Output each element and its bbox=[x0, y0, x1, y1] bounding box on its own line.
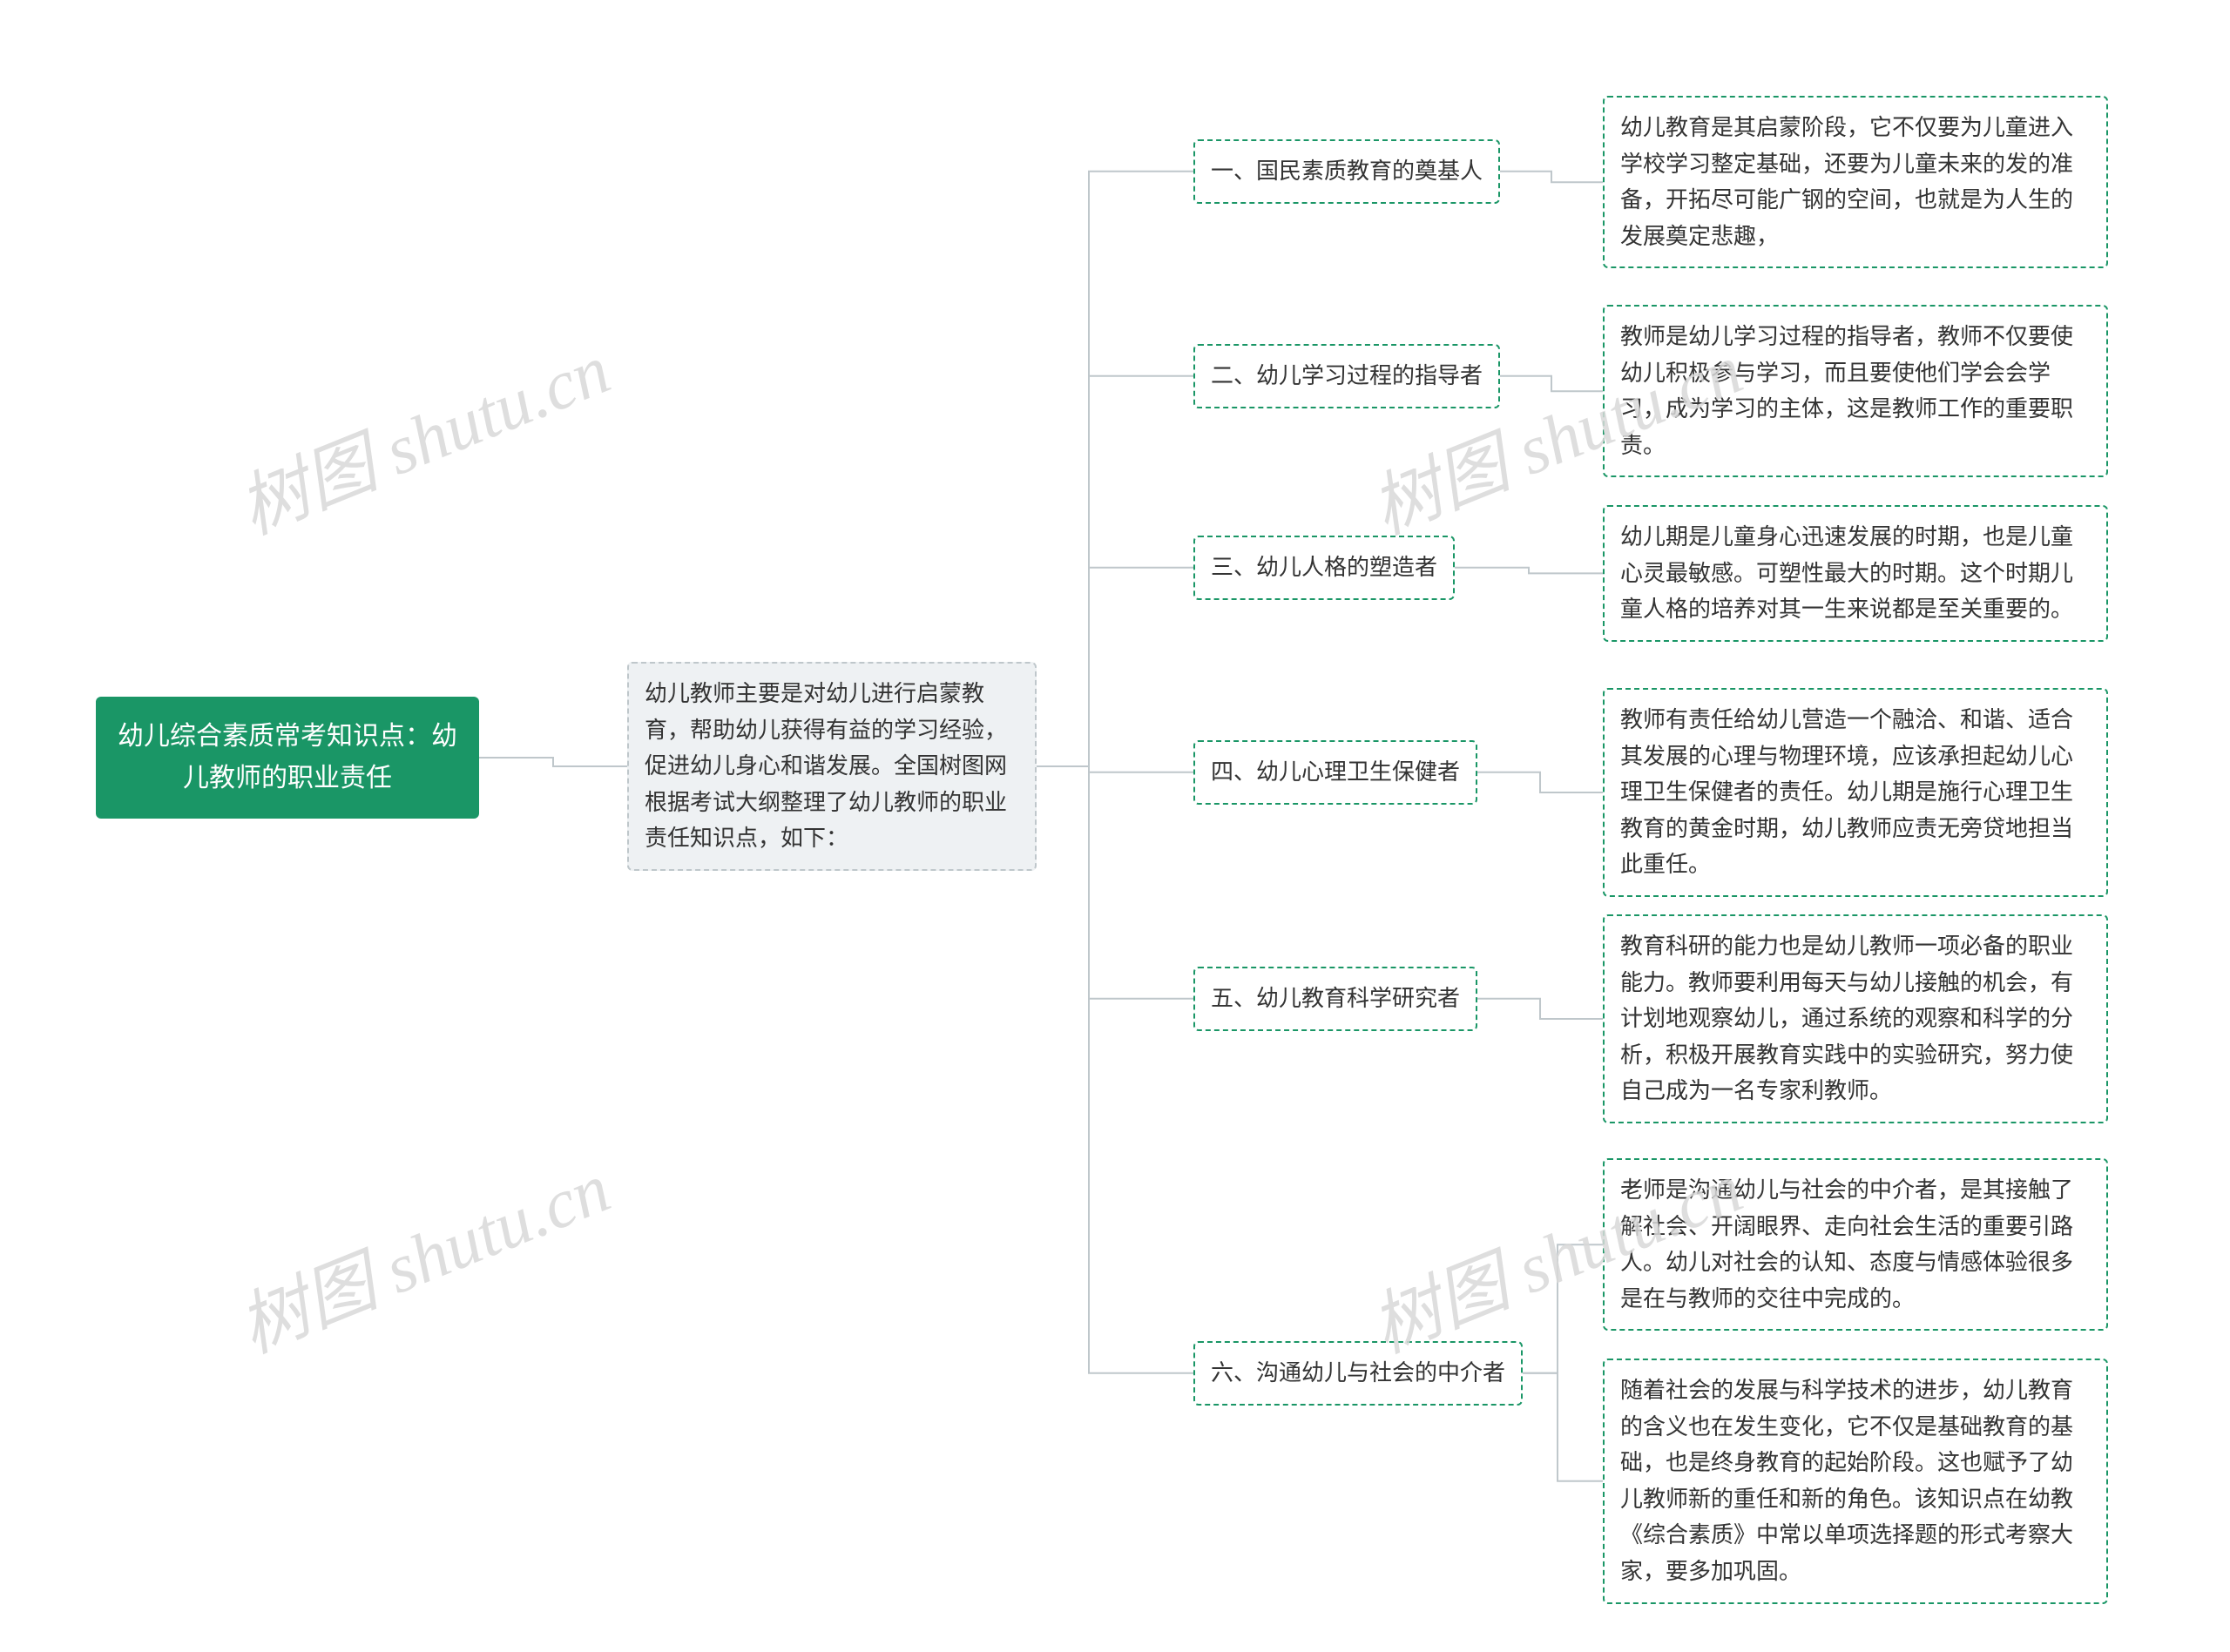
branch-label: 一、国民素质教育的奠基人 bbox=[1211, 158, 1483, 184]
leaf-text: 幼儿期是儿童身心迅速发展的时期，也是儿童心灵最敏感。可塑性最大的时期。这个时期儿… bbox=[1620, 523, 2073, 622]
branch-label: 二、幼儿学习过程的指导者 bbox=[1211, 362, 1483, 388]
leaf-node: 随着社会的发展与科学技术的进步，幼儿教育的含义也在发生变化，它不仅是基础教育的基… bbox=[1603, 1359, 2108, 1604]
leaf-node: 教师有责任给幼儿营造一个融洽、和谐、适合其发展的心理与物理环境，应该承担起幼儿心… bbox=[1603, 688, 2108, 897]
leaf-node: 幼儿教育是其启蒙阶段，它不仅要为儿童进入学校学习整定基础，还要为儿童未来的发的准… bbox=[1603, 96, 2108, 268]
leaf-node: 幼儿期是儿童身心迅速发展的时期，也是儿童心灵最敏感。可塑性最大的时期。这个时期儿… bbox=[1603, 505, 2108, 642]
watermark: 树图 shutu.cn bbox=[222, 1132, 623, 1372]
branch-label: 六、沟通幼儿与社会的中介者 bbox=[1211, 1359, 1505, 1386]
branch-node: 四、幼儿心理卫生保健者 bbox=[1193, 740, 1477, 805]
branch-label: 四、幼儿心理卫生保健者 bbox=[1211, 759, 1460, 785]
branch-node: 五、幼儿教育科学研究者 bbox=[1193, 967, 1477, 1031]
leaf-node: 老师是沟通幼儿与社会的中介者，是其接触了解社会、开阔眼界、走向社会生活的重要引路… bbox=[1603, 1158, 2108, 1331]
leaf-text: 随着社会的发展与科学技术的进步，幼儿教育的含义也在发生变化，它不仅是基础教育的基… bbox=[1620, 1377, 2073, 1584]
branch-label: 三、幼儿人格的塑造者 bbox=[1211, 554, 1437, 580]
leaf-node: 教师是幼儿学习过程的指导者，教师不仅要使幼儿积极参与学习，而且要使他们学会会学习… bbox=[1603, 305, 2108, 477]
leaf-text: 教师有责任给幼儿营造一个融洽、和谐、适合其发展的心理与物理环境，应该承担起幼儿心… bbox=[1620, 706, 2073, 877]
leaf-text: 教师是幼儿学习过程的指导者，教师不仅要使幼儿积极参与学习，而且要使他们学会会学习… bbox=[1620, 323, 2073, 458]
watermark: 树图 shutu.cn bbox=[222, 314, 623, 554]
branch-node: 三、幼儿人格的塑造者 bbox=[1193, 536, 1455, 600]
leaf-text: 幼儿教育是其启蒙阶段，它不仅要为儿童进入学校学习整定基础，还要为儿童未来的发的准… bbox=[1620, 114, 2073, 249]
branch-label: 五、幼儿教育科学研究者 bbox=[1211, 985, 1460, 1011]
branch-node: 六、沟通幼儿与社会的中介者 bbox=[1193, 1341, 1523, 1406]
branch-node: 一、国民素质教育的奠基人 bbox=[1193, 139, 1500, 204]
leaf-text: 老师是沟通幼儿与社会的中介者，是其接触了解社会、开阔眼界、走向社会生活的重要引路… bbox=[1620, 1177, 2073, 1311]
leaf-text: 教育科研的能力也是幼儿教师一项必备的职业能力。教师要利用每天与幼儿接触的机会，有… bbox=[1620, 933, 2073, 1103]
intro-text: 幼儿教师主要是对幼儿进行启蒙教育，帮助幼儿获得有益的学习经验，促进幼儿身心和谐发… bbox=[645, 680, 1007, 851]
intro-node: 幼儿教师主要是对幼儿进行启蒙教育，帮助幼儿获得有益的学习经验，促进幼儿身心和谐发… bbox=[627, 662, 1037, 871]
root-text: 幼儿综合素质常考知识点：幼儿教师的职业责任 bbox=[118, 722, 457, 792]
branch-node: 二、幼儿学习过程的指导者 bbox=[1193, 344, 1500, 408]
leaf-node: 教育科研的能力也是幼儿教师一项必备的职业能力。教师要利用每天与幼儿接触的机会，有… bbox=[1603, 914, 2108, 1123]
root-node: 幼儿综合素质常考知识点：幼儿教师的职业责任 bbox=[96, 697, 479, 819]
